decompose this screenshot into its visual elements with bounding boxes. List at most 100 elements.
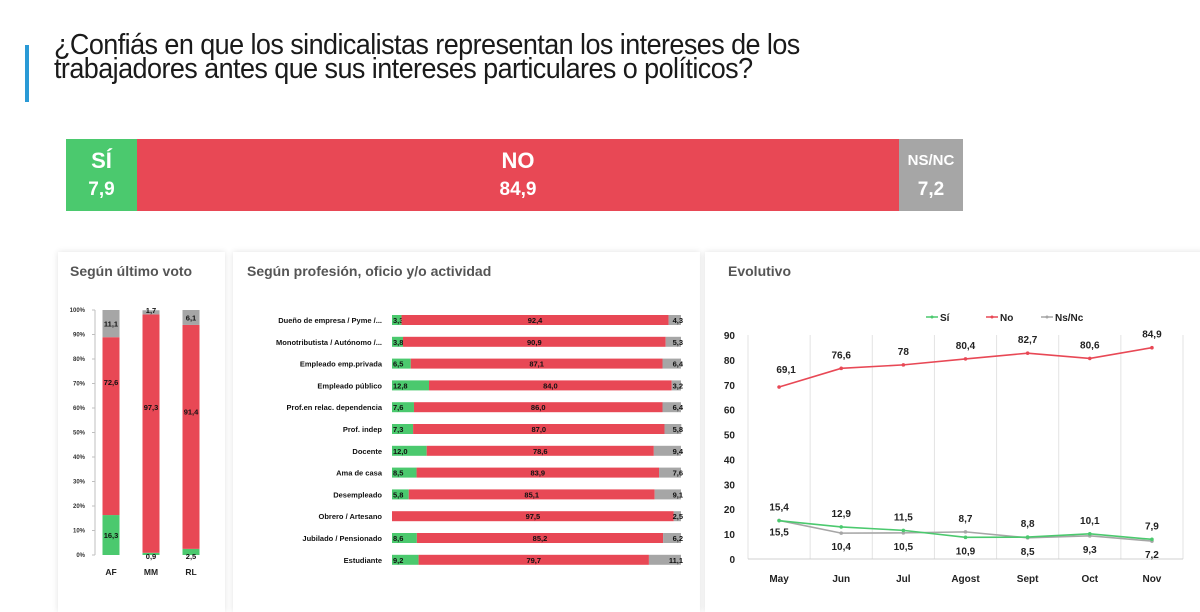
data-label: 6,4: [673, 403, 684, 412]
bar-segment-no: [408, 489, 655, 500]
row-category-label: Prof. indep: [343, 425, 383, 434]
bar-segment-no: [416, 533, 664, 543]
row-category-label: Empleado emp.privada: [300, 360, 383, 369]
y-tick-label: 40: [724, 455, 736, 466]
panel-evolutivo: Evolutivo Sí No Ns/Nc 0 10 20 30 40 50 60 70 80 90 Ma…: [705, 252, 1200, 612]
bar-segment-sí: [392, 336, 403, 347]
data-label: 84,9: [1142, 330, 1162, 341]
legend-label: No: [1000, 313, 1013, 324]
row-category-label: Prof.en relac. dependencia: [287, 403, 383, 412]
data-label: 9,2: [393, 556, 403, 565]
data-label: 10,4: [831, 542, 851, 553]
page-title: ¿Confiás en que los sindicalistas repres…: [54, 29, 910, 84]
bar-segment-sí: [392, 467, 417, 478]
x-category-label: RL: [185, 567, 196, 577]
data-label: 5,8: [393, 490, 403, 499]
y-tick-label: 20%: [73, 504, 86, 510]
data-label: 92,4: [528, 316, 543, 325]
bar-segment-no: [410, 358, 663, 369]
panel-ultimo-voto: Según último voto 0% 10% 20% 30% 40% 50% 60% 70…: [58, 252, 225, 612]
chart-evolutivo: Sí No Ns/Nc 0 10 20 30 40 50 60 70 80 90 May Jun Jul Ago…: [724, 313, 1184, 585]
summary-nsnc-value: 7,2: [917, 179, 945, 200]
x-category-label: Nov: [1142, 574, 1161, 585]
data-label: 78: [898, 347, 910, 358]
bar-segment-no: [102, 337, 120, 516]
data-label: 91,4: [184, 408, 199, 417]
bar-segment-ns-nc: [653, 445, 681, 456]
data-label: 97,5: [526, 512, 541, 521]
bar-segment-sí: [392, 402, 414, 413]
bar-segment-sí: [142, 552, 160, 555]
data-label: 11,1: [669, 556, 683, 565]
data-label: 8,6: [393, 534, 403, 543]
legend-marker: [1045, 315, 1049, 319]
data-label: 8,8: [1021, 519, 1035, 530]
row-category-label: Dueño de empresa / Pyme /...: [278, 316, 382, 325]
data-label: 12,9: [831, 509, 851, 520]
bar-segment-no: [401, 315, 669, 325]
row-category-label: Ama de casa: [336, 469, 383, 478]
data-label: 10,9: [956, 546, 976, 557]
row-category-label: Desempleado: [333, 490, 382, 499]
data-label: 6,1: [186, 313, 196, 322]
data-label: 15,5: [769, 527, 789, 538]
data-point: [1150, 537, 1154, 542]
data-label: 2,5: [186, 552, 196, 561]
data-point: [1150, 345, 1154, 350]
y-tick-label: 70%: [73, 382, 86, 388]
data-point: [1025, 535, 1030, 539]
data-label: 16,3: [104, 531, 119, 540]
data-label: 9,3: [1083, 545, 1097, 556]
y-tick-label: 80: [724, 356, 736, 367]
data-label: 9,1: [673, 490, 683, 499]
y-tick-label: 10: [724, 530, 736, 541]
data-label: 3,3: [393, 316, 403, 325]
bar-segment-ns-nc: [663, 533, 681, 543]
summary-nsnc-label: NS/NC: [907, 152, 955, 169]
data-label: 8,5: [393, 469, 403, 478]
data-label: 12,0: [393, 447, 408, 456]
summary-bar: SÍ 7,9 NO 84,9 NS/NC 7,2: [66, 139, 963, 211]
bar-segment-sí: [392, 380, 429, 391]
data-point: [839, 525, 844, 529]
data-label: 6,4: [673, 360, 684, 369]
data-label: 85,1: [524, 490, 539, 499]
panel-title-voto: Según último voto: [70, 263, 193, 279]
summary-si-value: 7,9: [88, 179, 115, 200]
y-tick-label: 0: [729, 555, 735, 566]
row-category-label: Monotributista / Autónomo /...: [276, 338, 382, 347]
bar-segment-sí: [392, 315, 402, 325]
title-accent-bar: [25, 45, 29, 102]
bar-segment-ns-nc: [654, 489, 681, 500]
data-label: 11,5: [894, 512, 913, 523]
data-label: 76,6: [831, 350, 851, 361]
data-label: 69,1: [776, 365, 796, 376]
data-label: 72,6: [104, 378, 119, 387]
y-tick-label: 50%: [73, 431, 86, 437]
x-category-label: Jun: [832, 574, 850, 585]
bar-segment-no: [142, 314, 160, 553]
data-point: [901, 528, 906, 533]
data-label: 11,1: [104, 320, 118, 329]
bar-segment-no: [182, 324, 200, 549]
data-label: 10,5: [894, 542, 914, 553]
summary-segment-si: SÍ 7,9: [66, 139, 137, 211]
data-label: 1,7: [146, 306, 156, 315]
bar-segment-no: [413, 402, 663, 413]
data-label: 5,8: [673, 425, 683, 434]
chart-profesion: Dueño de empresa / Pyme /... 3,3 92,4 4,3 Mo…: [276, 315, 684, 565]
row-category-label: Estudiante: [344, 556, 382, 565]
panel-profesion: Según profesión, oficio y/o actividad Du…: [233, 252, 700, 612]
data-label: 4,3: [673, 316, 683, 325]
bar-segment-sí: [392, 533, 417, 543]
data-point: [901, 531, 906, 535]
data-label: 83,9: [530, 469, 545, 478]
summary-si-label: SÍ: [91, 148, 112, 173]
data-point: [777, 518, 781, 523]
row-category-label: Empleado público: [317, 381, 382, 390]
data-label: 87,0: [532, 425, 547, 434]
data-label: 15,4: [769, 502, 789, 513]
row-category-label: Docente: [352, 447, 382, 456]
title-line-1: ¿Confiás en que los sindicalistas repres…: [54, 29, 800, 61]
data-label: 8,5: [1021, 547, 1035, 558]
